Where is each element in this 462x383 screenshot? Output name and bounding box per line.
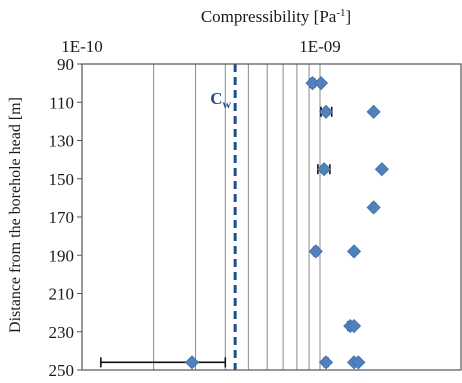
y-tick-label: 250 <box>49 361 75 380</box>
data-point <box>318 355 334 370</box>
chart-title-suffix: ] <box>346 7 352 26</box>
data-point <box>313 76 329 91</box>
chart-title: Compressibility [Pa-1] <box>201 7 351 26</box>
chart-title-main: Compressibility [Pa <box>201 7 337 26</box>
y-tick-label: 110 <box>49 93 74 112</box>
data-point <box>366 200 381 215</box>
data-points <box>100 76 389 370</box>
y-axis-label: Distance from the borehole head [m] <box>7 97 24 333</box>
data-point <box>346 318 362 334</box>
data-point <box>351 355 366 370</box>
y-tick-label: 230 <box>49 323 75 342</box>
x-tick-labels: 1E-10 1E-09 <box>61 37 341 56</box>
y-tick-labels: 90 110 130 150 170 190 210 230 250 <box>49 55 82 380</box>
y-tick-label: 90 <box>57 55 74 74</box>
y-tick-label: 170 <box>49 208 75 227</box>
plot-frame <box>81 63 462 371</box>
chart-title-superscript: -1 <box>336 7 345 19</box>
x-tick-label: 1E-10 <box>61 37 103 56</box>
data-point <box>318 104 334 119</box>
vertical-gridlines <box>153 64 321 370</box>
y-tick-label: 150 <box>49 170 75 189</box>
data-point <box>308 244 323 259</box>
data-point <box>184 355 200 370</box>
reference-line-label-sub: w <box>222 97 231 111</box>
data-point <box>374 162 389 177</box>
data-point <box>366 104 381 119</box>
y-tick-label: 190 <box>49 246 75 265</box>
reference-line-group: Cw <box>210 64 237 370</box>
y-tick-label: 130 <box>49 132 75 151</box>
data-point <box>346 244 362 259</box>
data-point <box>316 162 332 177</box>
x-tick-label: 1E-09 <box>299 37 341 56</box>
reference-line-label: Cw <box>210 89 231 111</box>
y-tick-label: 210 <box>49 285 75 304</box>
reference-line-label-main: C <box>210 89 222 108</box>
